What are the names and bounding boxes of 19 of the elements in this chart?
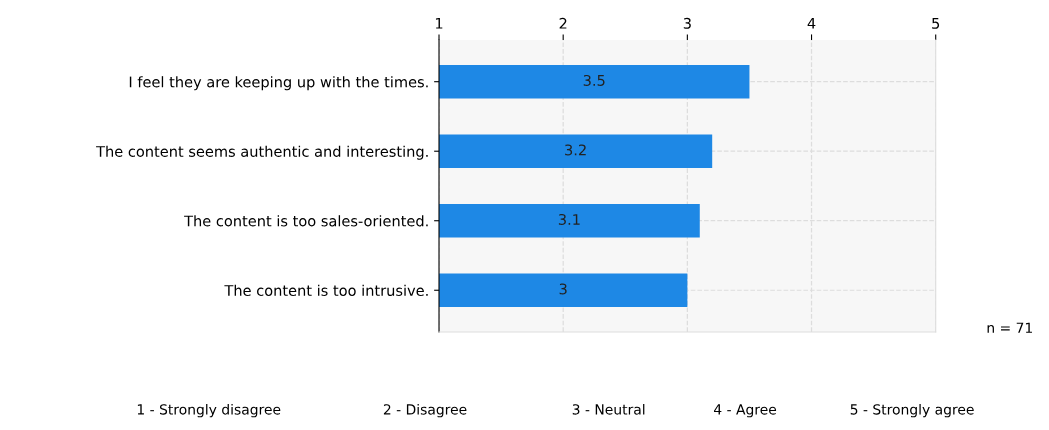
data-label: 3.5 bbox=[583, 74, 605, 86]
x-tick-label: 5 bbox=[932, 17, 940, 29]
data-label: 3.2 bbox=[565, 144, 586, 156]
x-tick-label: 3 bbox=[683, 17, 691, 29]
text: 5 - Strongly agree bbox=[850, 403, 974, 418]
text: 1 - Strongly disagree bbox=[137, 403, 281, 418]
y-tick-label: The content is too intrusive. bbox=[224, 284, 428, 296]
y-tick-label: I feel they are keeping up with the times. bbox=[129, 76, 428, 91]
text: 2 - Disagree bbox=[383, 403, 467, 418]
data-label: 3.1 bbox=[558, 213, 580, 225]
x-tick-label: 4 bbox=[807, 17, 816, 29]
x-tick-label: 2 bbox=[559, 17, 567, 29]
text: n = 71 bbox=[987, 322, 1032, 333]
data-label: 3 bbox=[559, 283, 567, 295]
text: 4 - Agree bbox=[714, 404, 777, 418]
text: 3 - Neutral bbox=[572, 403, 645, 415]
x-tick-label: 1 bbox=[435, 17, 443, 29]
y-tick-label: The content seems authentic and interesting. bbox=[96, 145, 428, 160]
y-tick-label: The content is too sales-oriented. bbox=[184, 215, 428, 227]
